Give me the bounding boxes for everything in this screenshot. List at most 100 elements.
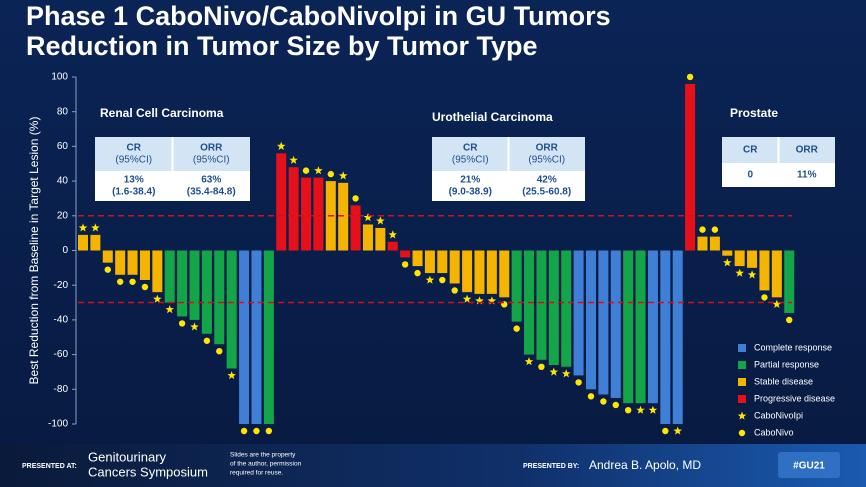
marker-dot [104, 266, 111, 273]
bar [90, 234, 101, 251]
marker-dot [302, 167, 310, 174]
table-head: (95%CI) [193, 155, 230, 166]
bar [177, 250, 188, 317]
bar [400, 250, 411, 258]
footer-notice: Slides are the property [230, 452, 296, 459]
marker-star [363, 213, 373, 222]
marker-dot [513, 325, 520, 332]
y-tick-label: 60 [57, 141, 69, 152]
bar [201, 250, 212, 334]
marker-star [524, 357, 534, 366]
marker-dot [575, 379, 582, 386]
bar [350, 205, 361, 251]
marker-star [648, 405, 658, 414]
bar [301, 177, 312, 251]
table-value: 13% [124, 175, 144, 186]
y-tick-label: -80 [54, 384, 69, 395]
panel-title: Urothelial Carcinoma [432, 110, 553, 124]
bar [722, 250, 733, 256]
marker-star [314, 166, 323, 175]
table-value: 21% [460, 175, 480, 186]
marker-star [289, 155, 298, 164]
footer-hashtag: #GU21 [793, 461, 825, 472]
marker-dot [786, 316, 793, 324]
legend-swatch [738, 361, 746, 369]
y-tick-label: -40 [54, 315, 69, 326]
marker-star [475, 296, 484, 305]
marker-dot [439, 276, 446, 284]
marker-star [462, 294, 472, 303]
bar [697, 236, 708, 251]
marker-dot [711, 226, 719, 233]
footer-notice: required for reuse. [230, 470, 283, 477]
marker-dot [141, 283, 149, 291]
bar [585, 250, 596, 390]
bar [412, 250, 423, 267]
bar [375, 227, 386, 251]
legend-label: Stable disease [754, 376, 813, 386]
legend-label: CaboNivoIpi [754, 410, 803, 420]
bar [536, 250, 547, 360]
bar [424, 250, 435, 274]
bar [462, 250, 473, 293]
marker-dot [352, 195, 359, 202]
table-head: ORR [796, 145, 819, 156]
legend-swatch [738, 378, 746, 386]
bar [685, 83, 696, 251]
bar [338, 182, 349, 251]
bar [561, 250, 572, 367]
marker-star [376, 216, 385, 225]
marker-star [723, 258, 732, 267]
marker-star [338, 171, 348, 180]
footer-notice: of the author, permission [230, 461, 302, 468]
bar [164, 250, 175, 303]
marker-dot [116, 278, 124, 285]
marker-dot [129, 278, 136, 285]
marker-dot [686, 73, 694, 81]
legend-label: Complete response [754, 342, 832, 352]
panel-title: Prostate [730, 106, 778, 120]
marker-star [153, 294, 162, 303]
y-tick-label: 80 [57, 106, 69, 117]
table-value: 0 [747, 170, 753, 181]
bar [226, 250, 237, 369]
bar [115, 250, 126, 275]
bar [263, 250, 274, 424]
y-tick-label: -20 [54, 280, 69, 291]
table-value: (25.5-60.8) [522, 187, 571, 198]
marker-star [78, 223, 88, 232]
table-value: 42% [537, 175, 557, 186]
footer-band [0, 444, 866, 487]
y-tick-label: 0 [62, 245, 68, 256]
title: Phase 1 CaboNivo/CaboNivoIpi in GU Tumor… [26, 1, 611, 31]
bar [771, 250, 782, 298]
bar [709, 236, 720, 251]
marker-star [636, 405, 645, 414]
footer-meeting: Cancers Symposium [88, 464, 208, 479]
marker-star [165, 305, 174, 314]
bar [499, 250, 510, 298]
marker-dot [761, 294, 768, 301]
table-head: ORR [200, 143, 223, 154]
marker-star [425, 275, 435, 284]
marker-star [772, 299, 782, 308]
marker-star [673, 426, 682, 435]
bar [189, 250, 200, 320]
legend-swatch [738, 395, 746, 403]
marker-star [388, 230, 397, 239]
table-value: (1.6-38.4) [112, 187, 155, 198]
marker-star [227, 371, 236, 380]
marker-dot [538, 363, 545, 371]
bar [139, 250, 150, 280]
table-head: CR [463, 143, 478, 154]
table-head: ORR [536, 143, 559, 154]
footer-label: PRESENTED AT: [22, 463, 77, 470]
legend-dot [738, 429, 746, 437]
bar [660, 250, 671, 424]
title: Reduction in Tumor Size by Tumor Type [26, 31, 538, 61]
marker-dot [401, 261, 409, 268]
marker-dot [699, 226, 706, 233]
bar [127, 250, 138, 275]
y-tick-label: -60 [54, 349, 69, 360]
